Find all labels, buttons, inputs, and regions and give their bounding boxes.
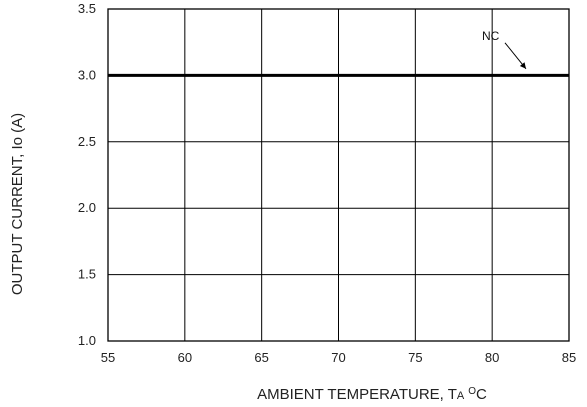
- x-axis-label-main: AMBIENT TEMPERATURE, T: [257, 386, 457, 403]
- y-tick-label: 2.5: [78, 134, 96, 149]
- tick-labels: 55 60 65 70 75 80 85 1.0 1.5 2.0 2.5 3.0 3.5: [78, 1, 576, 365]
- plot-frame: [107, 8, 570, 342]
- y-tick-label: 3.0: [78, 67, 96, 82]
- x-tick-label: 60: [178, 350, 192, 365]
- y-tick-label: 3.5: [78, 1, 96, 16]
- x-tick-label: 80: [485, 350, 499, 365]
- x-tick-label: 70: [331, 350, 345, 365]
- x-axis-label: AMBIENT TEMPERATURE, TA OC: [257, 386, 487, 403]
- x-tick-label: 85: [562, 350, 576, 365]
- x-axis-label-suffix: C: [476, 386, 487, 403]
- x-tick-label: 65: [254, 350, 268, 365]
- y-tick-label: 2.0: [78, 200, 96, 215]
- x-axis-label-superscript: O: [468, 386, 476, 397]
- y-axis-label: OUTPUT CURRENT, Io (A): [9, 113, 26, 295]
- annotation-layer: NC: [482, 29, 527, 70]
- y-tick-label: 1.5: [78, 267, 96, 282]
- annotation-label: NC: [482, 29, 500, 43]
- x-tick-label: 55: [101, 350, 115, 365]
- x-axis-label-subscript: A: [457, 390, 465, 402]
- annotation-arrowhead: [519, 62, 526, 69]
- y-tick-label: 1.0: [78, 333, 96, 348]
- x-tick-label: 75: [408, 350, 422, 365]
